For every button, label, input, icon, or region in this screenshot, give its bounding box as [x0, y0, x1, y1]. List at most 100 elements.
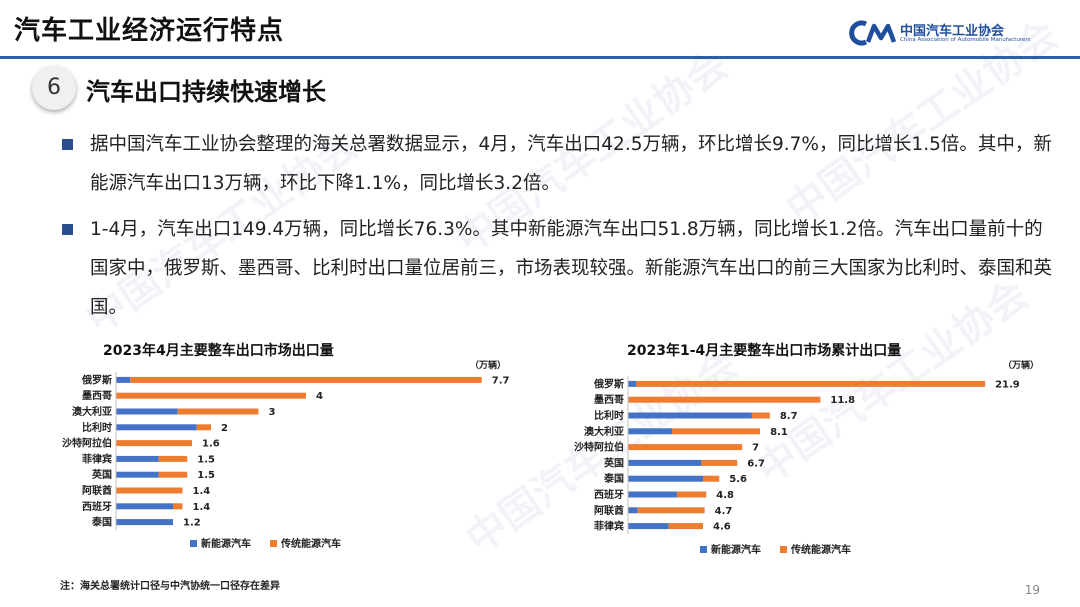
bar-segment-nev — [116, 519, 173, 526]
bar-total-label: 1.5 — [197, 470, 215, 481]
header-rule — [0, 56, 1080, 59]
bar-segment-traditional — [116, 392, 306, 399]
category-label: 澳大利亚 — [584, 425, 624, 438]
bar-total-label: 6.7 — [747, 458, 765, 469]
category-label: 墨西哥 — [594, 394, 624, 406]
bar-segment-traditional — [676, 491, 707, 498]
bar-total-label: 8.7 — [780, 411, 798, 422]
bar-segment-nev — [116, 455, 159, 462]
legend-swatch-nev — [190, 540, 197, 547]
logo-text-cn: 中国汽车工业协会 — [900, 24, 1005, 39]
bar-total-label: 4 — [316, 391, 323, 402]
bar-segment-nev — [628, 475, 703, 482]
paragraph-april: 据中国汽车工业协会整理的海关总署数据显示，4月，汽车出口42.5万辆，环比增长9… — [90, 134, 1052, 194]
bar-segment-traditional — [672, 428, 761, 435]
category-label: 比利时 — [82, 421, 112, 434]
bar-segment-nev — [116, 376, 131, 383]
bar-segment-traditional — [158, 455, 188, 462]
bar-total-label: 8.1 — [770, 427, 788, 438]
bar-total-label: 1.6 — [202, 439, 220, 450]
bar-total-label: 21.9 — [995, 379, 1020, 390]
slide-title: 汽车工业经济运行特点 — [14, 16, 285, 46]
bar-segment-nev — [628, 459, 702, 466]
slide-header: 汽车工业经济运行特点 中国汽车工业协会 China Association of… — [0, 0, 1080, 56]
bar-total-label: 7.7 — [492, 375, 510, 386]
bar-total-label: 1.4 — [193, 486, 211, 497]
bar-total-label: 4.6 — [713, 522, 731, 533]
category-label: 比利时 — [594, 409, 624, 422]
bar-total-label: 4.8 — [716, 490, 734, 501]
legend-swatch-nev — [700, 546, 707, 553]
bar-segment-traditional — [628, 444, 743, 451]
page-number: 19 — [1024, 583, 1040, 597]
bar-segment-traditional — [701, 459, 738, 466]
bar-segment-traditional — [116, 487, 183, 494]
caam-logo: 中国汽车工业协会 China Association of Automobile… — [848, 18, 1048, 50]
section-title: 汽车出口持续快速增长 — [86, 78, 326, 106]
bar-segment-nev — [116, 424, 197, 431]
bar-segment-traditional — [196, 424, 211, 431]
bar-segment-traditional — [637, 507, 705, 514]
category-label: 西班牙 — [594, 488, 624, 501]
category-label: 俄罗斯 — [593, 377, 624, 390]
bullet-icon — [62, 224, 73, 235]
bar-segment-nev — [628, 380, 637, 387]
bar-total-label: 1.5 — [197, 454, 215, 465]
legend-swatch-traditional — [270, 540, 277, 547]
footnote: 注：海关总署统计口径与中汽协统一口径存在差异 — [60, 581, 280, 592]
bar-segment-traditional — [116, 440, 192, 447]
category-label: 澳大利亚 — [72, 405, 112, 418]
bar-segment-nev — [116, 471, 159, 478]
chart-title-jan-apr: 2023年1-4月主要整车出口市场累计出口量 — [627, 343, 902, 359]
category-label: 英国 — [91, 468, 112, 481]
chart-unit-april: （万辆） — [470, 361, 507, 371]
category-label: 阿联酋 — [594, 504, 624, 517]
bar-total-label: 1.4 — [193, 502, 211, 513]
bar-segment-nev — [628, 412, 752, 419]
category-label: 英国 — [603, 456, 624, 469]
bar-segment-traditional — [173, 503, 183, 510]
bar-total-label: 1.2 — [183, 518, 201, 529]
bar-segment-traditional — [628, 396, 821, 403]
caam-logo-icon — [849, 20, 897, 46]
bar-segment-nev — [628, 428, 673, 435]
bar-segment-traditional — [177, 408, 259, 415]
category-label: 俄罗斯 — [81, 373, 112, 386]
bar-segment-traditional — [703, 475, 720, 482]
chart-title-april: 2023年4月主要整车出口市场出口量 — [103, 343, 334, 359]
bar-total-label: 5.6 — [729, 474, 747, 485]
legend-label: 新能源汽车 — [201, 537, 251, 550]
bar-segment-traditional — [636, 380, 986, 387]
bar-segment-nev — [116, 503, 173, 510]
logo-text-en: China Association of Automobile Manufact… — [900, 37, 1031, 43]
bar-segment-nev — [628, 491, 677, 498]
category-label: 菲律宾 — [82, 452, 112, 465]
bar-segment-traditional — [751, 412, 770, 419]
jan-apr-export-chart: 俄罗斯 21.9 墨西哥 11.8 比利时 8.7 澳大利亚 8.1 沙特阿拉伯 7 英国 6.7 泰国… — [574, 376, 1020, 556]
paragraph-jan-apr: 1-4月，汽车出口149.4万辆，同比增长76.3%。其中新能源汽车出口51.8… — [90, 219, 1053, 318]
chart-unit-jan-apr: （万辆） — [1003, 361, 1040, 371]
bar-segment-traditional — [668, 523, 703, 530]
category-label: 阿联酋 — [82, 484, 112, 497]
bar-total-label: 2 — [221, 423, 228, 434]
legend-label: 传统能源汽车 — [280, 537, 341, 550]
bar-segment-nev — [116, 408, 178, 415]
bar-total-label: 11.8 — [830, 395, 855, 406]
bar-total-label: 7 — [752, 443, 759, 454]
category-label: 沙特阿拉伯 — [574, 441, 624, 454]
category-label: 西班牙 — [82, 500, 112, 513]
bar-segment-traditional — [130, 376, 482, 383]
category-label: 泰国 — [603, 472, 624, 485]
bullet-icon — [62, 139, 73, 150]
bar-total-label: 3 — [269, 407, 276, 418]
category-label: 菲律宾 — [594, 520, 624, 533]
category-label: 泰国 — [91, 516, 112, 529]
section-number-badge: 6 — [32, 66, 76, 110]
bar-total-label: 4.7 — [715, 506, 733, 517]
category-label: 沙特阿拉伯 — [62, 437, 112, 450]
legend-label: 新能源汽车 — [711, 543, 761, 556]
category-label: 墨西哥 — [82, 390, 112, 402]
bar-segment-traditional — [158, 471, 188, 478]
april-export-chart: 俄罗斯 7.7 墨西哥 4 澳大利亚 3 比利时 2 沙特阿拉伯 1.6 菲律宾 1.5 英国 1.5 阿联… — [62, 372, 510, 550]
bar-segment-nev — [628, 507, 638, 514]
